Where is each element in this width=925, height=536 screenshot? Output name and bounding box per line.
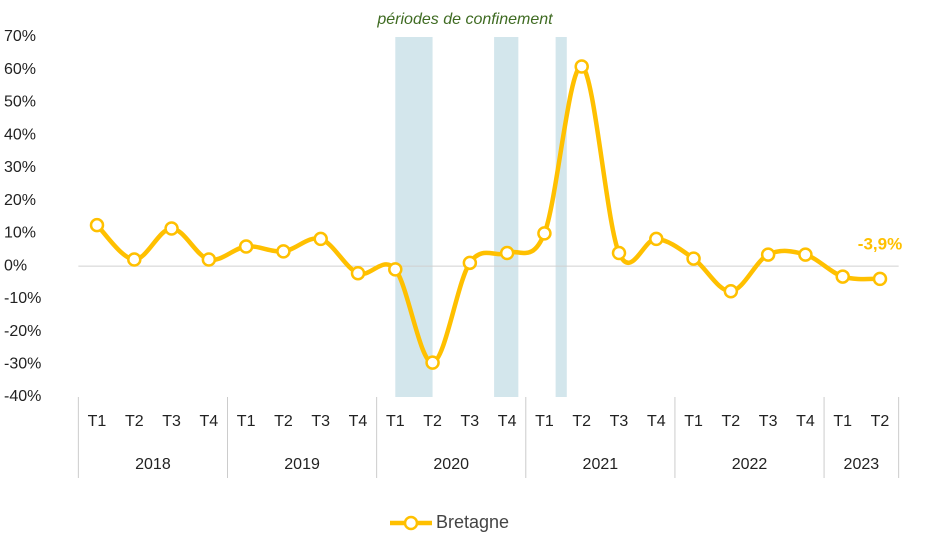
x-tick-label: T2 bbox=[274, 413, 293, 430]
series-line bbox=[95, 64, 881, 365]
x-tick-label: T4 bbox=[349, 413, 368, 430]
point bbox=[723, 284, 739, 299]
y-tick-label: -40% bbox=[4, 388, 41, 405]
lockdown-band bbox=[395, 37, 433, 397]
y-tick-label: 0% bbox=[4, 257, 27, 274]
point bbox=[127, 252, 142, 267]
point bbox=[686, 251, 701, 266]
x-tick-label: T3 bbox=[759, 413, 778, 430]
group-label: 2019 bbox=[284, 456, 320, 473]
y-tick-label: 10% bbox=[4, 225, 36, 242]
point bbox=[462, 255, 478, 271]
y-tick-label: 70% bbox=[4, 28, 36, 45]
x-tick-label: T2 bbox=[871, 413, 890, 430]
point bbox=[164, 221, 179, 236]
value-label: -3,9% bbox=[858, 234, 902, 253]
point bbox=[537, 226, 552, 241]
x-tick-label: T2 bbox=[125, 413, 144, 430]
point bbox=[499, 245, 515, 261]
point bbox=[313, 231, 328, 247]
point bbox=[276, 244, 291, 259]
point bbox=[649, 231, 664, 247]
lockdown-band bbox=[555, 37, 567, 397]
point bbox=[350, 266, 366, 281]
legend-marker bbox=[403, 515, 419, 531]
point bbox=[835, 269, 850, 284]
y-tick-label: 20% bbox=[4, 192, 36, 209]
legend-label: Bretagne bbox=[436, 512, 509, 532]
x-tick-label: T3 bbox=[610, 413, 629, 430]
x-tick-label: T1 bbox=[684, 413, 703, 430]
x-tick-label: T2 bbox=[572, 413, 591, 430]
x-tick-label: T1 bbox=[88, 413, 107, 430]
x-tick-label: T1 bbox=[833, 413, 852, 430]
group-label: 2022 bbox=[732, 456, 768, 473]
x-tick-label: T4 bbox=[200, 413, 219, 430]
x-tick-label: T3 bbox=[461, 413, 480, 430]
x-tick-label: T2 bbox=[722, 413, 741, 430]
point bbox=[574, 59, 589, 74]
y-tick-label: 30% bbox=[4, 159, 36, 176]
x-tick-label: T4 bbox=[647, 413, 666, 430]
group-label: 2018 bbox=[135, 456, 171, 473]
x-tick-label: T1 bbox=[386, 413, 405, 430]
point bbox=[611, 245, 627, 261]
y-tick-label: -30% bbox=[4, 355, 41, 372]
x-tick-label: T4 bbox=[498, 413, 517, 430]
point bbox=[201, 252, 217, 267]
lockdown-band bbox=[494, 37, 519, 397]
y-tick-label: -20% bbox=[4, 323, 41, 340]
point bbox=[425, 355, 440, 370]
point bbox=[388, 262, 403, 277]
y-tick-label: 50% bbox=[4, 94, 36, 111]
point bbox=[798, 247, 813, 262]
y-tick-label: 60% bbox=[4, 61, 36, 78]
x-tick-label: T3 bbox=[311, 413, 330, 430]
x-tick-label: T2 bbox=[423, 413, 442, 430]
y-tick-label: 40% bbox=[4, 126, 36, 143]
x-tick-label: T1 bbox=[237, 413, 256, 430]
group-label: 2021 bbox=[583, 456, 619, 473]
point bbox=[89, 217, 105, 233]
annotation: périodes de confinement bbox=[376, 11, 553, 28]
x-tick-label: T3 bbox=[162, 413, 181, 430]
point bbox=[872, 271, 888, 287]
y-tick-label: -10% bbox=[4, 290, 41, 307]
x-tick-label: T4 bbox=[796, 413, 815, 430]
group-label: 2020 bbox=[433, 456, 469, 473]
group-label: 2023 bbox=[844, 456, 880, 473]
point bbox=[760, 247, 776, 262]
point bbox=[238, 239, 254, 254]
x-tick-label: T1 bbox=[535, 413, 554, 430]
